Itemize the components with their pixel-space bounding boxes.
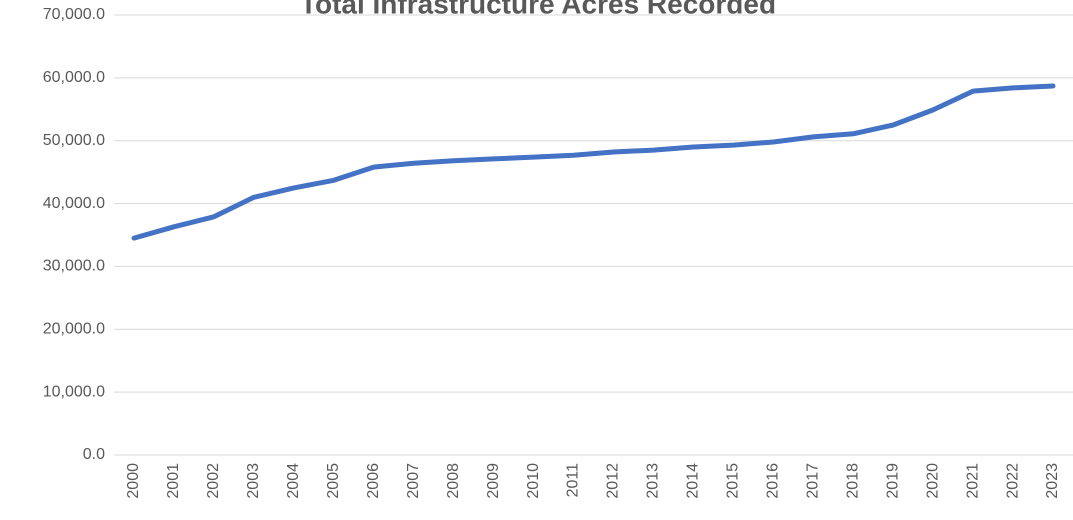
y-tick-label: 40,000.0 <box>43 195 105 212</box>
chart-title: Total Infrastructure Acres Recorded <box>300 0 776 19</box>
x-tick-label: 2005 <box>325 463 342 499</box>
x-tick-label: 2012 <box>605 463 622 499</box>
x-tick-label: 2021 <box>964 463 981 499</box>
x-tick-label: 2016 <box>765 463 782 499</box>
x-tick-label: 2007 <box>405 463 422 499</box>
y-tick-label: 50,000.0 <box>43 132 105 149</box>
x-tick-label: 2022 <box>1004 463 1021 499</box>
x-tick-label: 2009 <box>485 463 502 499</box>
y-tick-label: 0.0 <box>83 446 105 463</box>
y-tick-label: 30,000.0 <box>43 258 105 275</box>
y-tick-label: 70,000.0 <box>43 6 105 23</box>
x-tick-label: 2002 <box>205 463 222 499</box>
x-tick-label: 2017 <box>804 463 821 499</box>
x-tick-label: 2011 <box>565 463 582 498</box>
y-tick-label: 60,000.0 <box>43 69 105 86</box>
x-tick-label: 2008 <box>445 463 462 499</box>
y-tick-label: 10,000.0 <box>43 383 105 400</box>
x-tick-label: 2023 <box>1044 463 1061 499</box>
x-tick-label: 2000 <box>125 463 142 499</box>
x-tick-label: 2018 <box>844 463 861 499</box>
x-tick-label: 2004 <box>285 463 302 499</box>
x-tick-label: 2013 <box>645 463 662 499</box>
x-tick-label: 2006 <box>365 463 382 499</box>
x-tick-label: 2020 <box>924 463 941 499</box>
x-tick-label: 2015 <box>725 463 742 499</box>
x-tick-label: 2001 <box>165 463 182 499</box>
x-tick-label: 2019 <box>884 463 901 499</box>
x-tick-label: 2010 <box>525 463 542 499</box>
x-tick-label: 2014 <box>685 463 702 499</box>
y-tick-label: 20,000.0 <box>43 321 105 338</box>
data-line <box>131 83 1056 241</box>
x-tick-label: 2003 <box>245 463 262 499</box>
